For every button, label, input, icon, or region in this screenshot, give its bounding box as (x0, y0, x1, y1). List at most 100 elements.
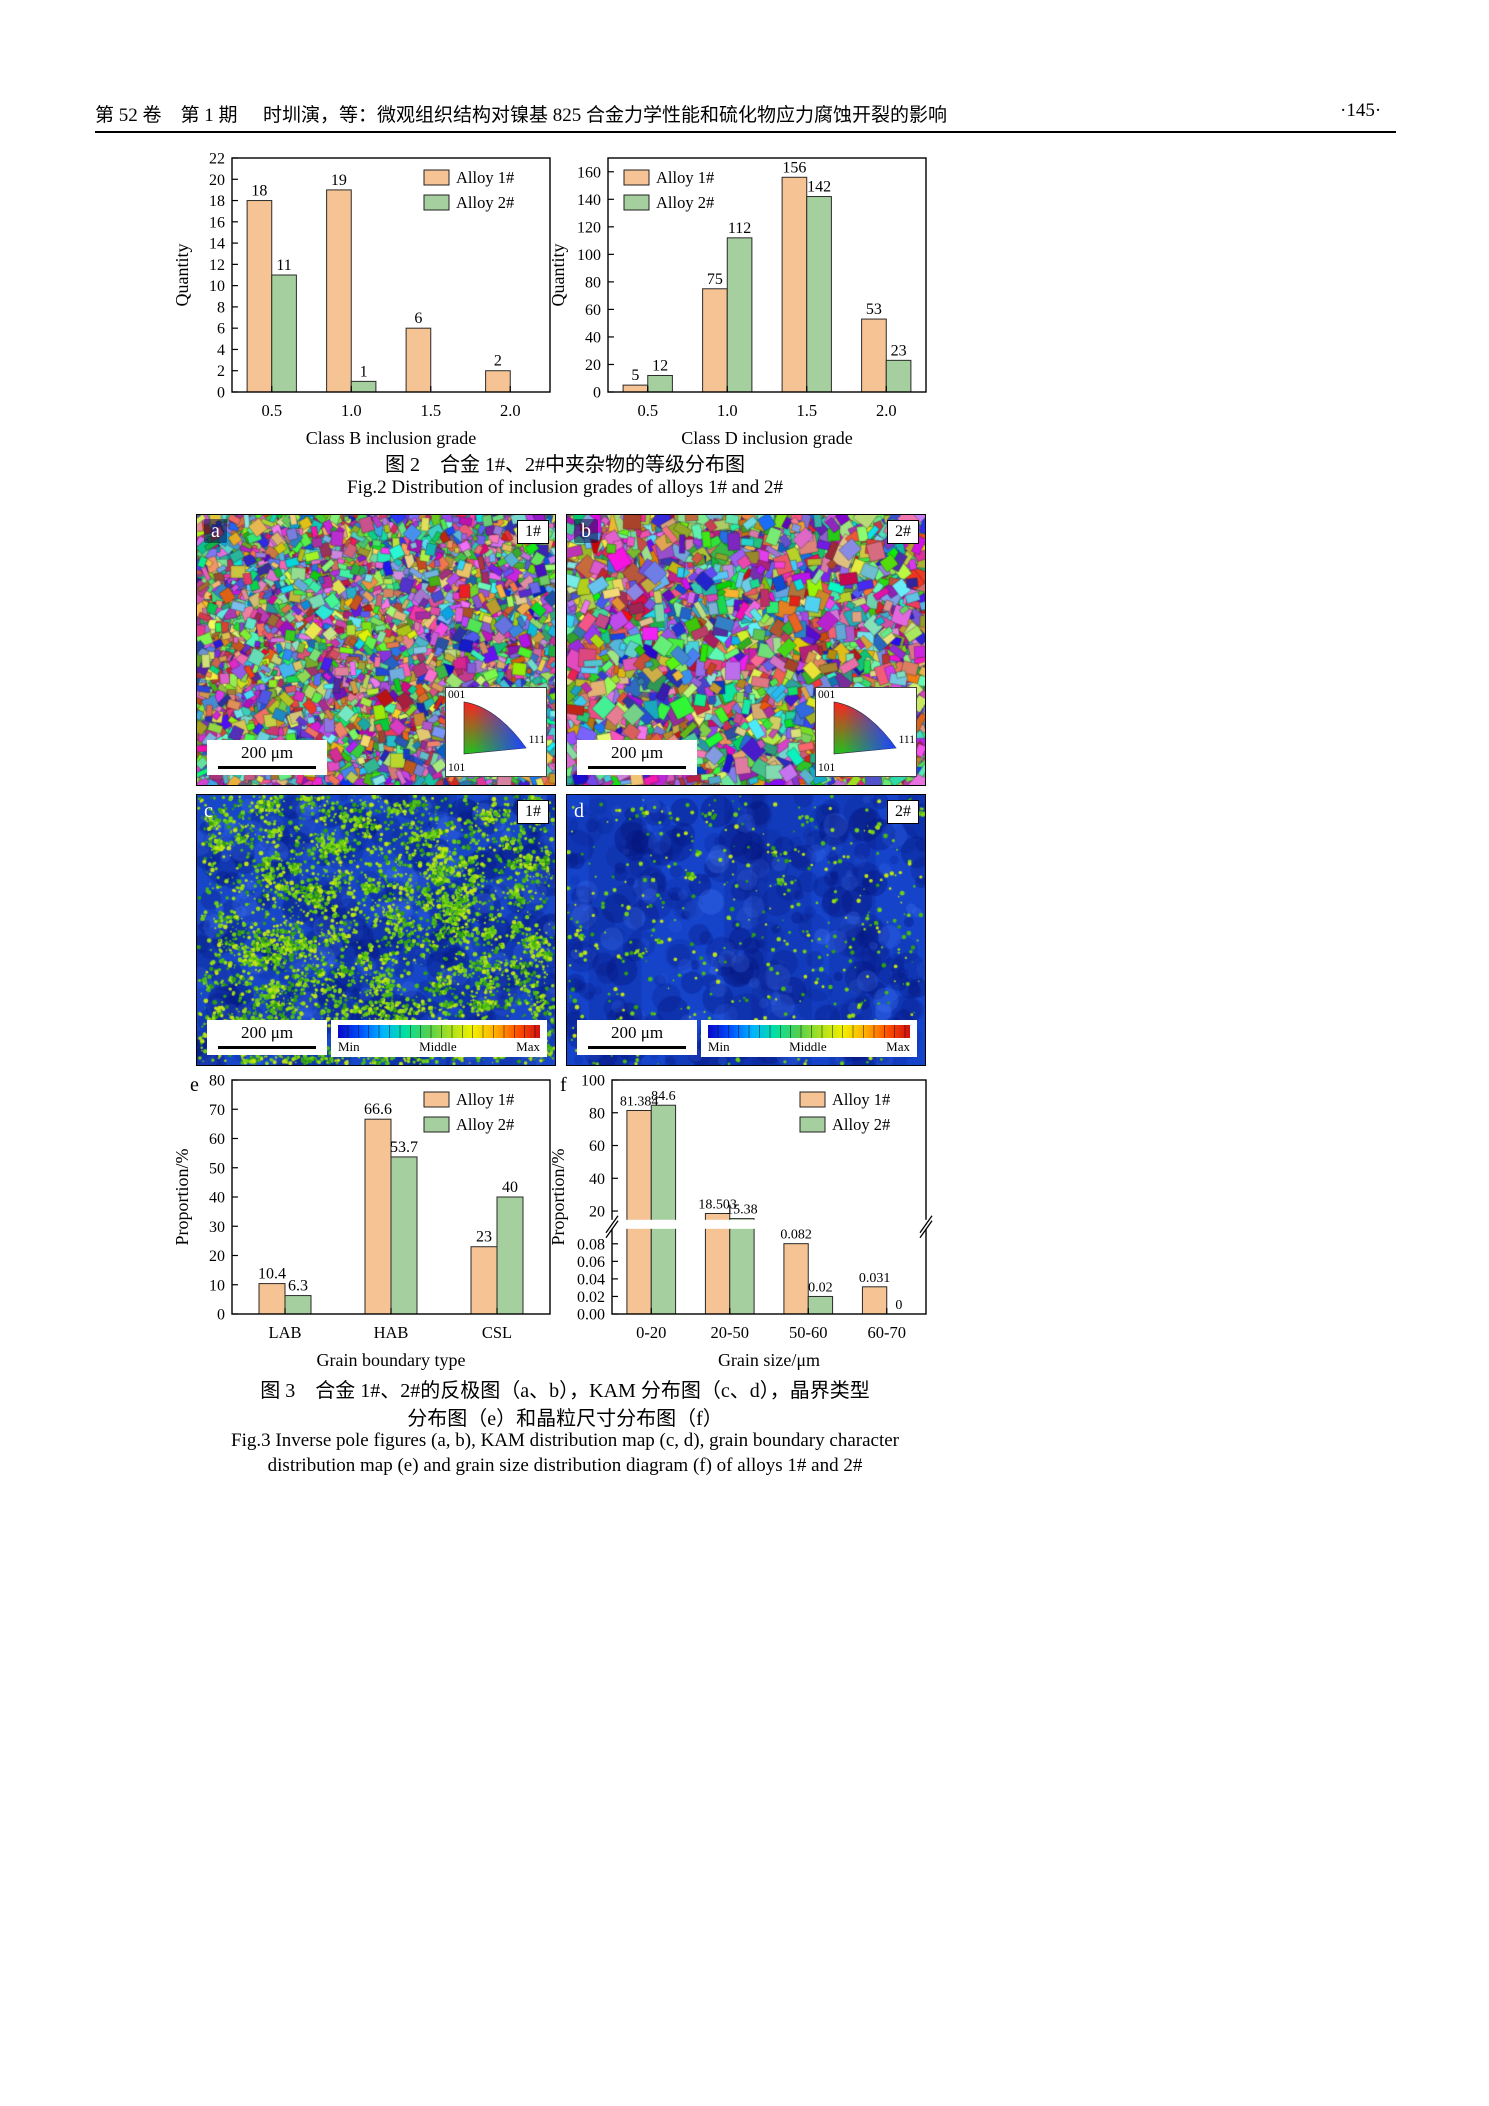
colorbar-gradient-d (708, 1025, 910, 1038)
ipf-color-key-b: 001 101 111 (815, 687, 917, 777)
svg-text:6: 6 (217, 321, 225, 338)
svg-text:140: 140 (577, 192, 601, 209)
panel-letter-a: a (204, 519, 227, 543)
svg-text:0: 0 (895, 1298, 902, 1313)
colorbar-max-d: Max (886, 1039, 910, 1054)
svg-text:Alloy 1#: Alloy 1# (456, 168, 514, 187)
svg-text:15.38: 15.38 (726, 1203, 758, 1218)
svg-text:0.02: 0.02 (577, 1289, 605, 1306)
chart-grain-size-distribution: 0.00 0.02 0.04 0.06 0.08 20 40 60 80 100 0-20 20-50… (548, 1070, 940, 1376)
svg-text:1: 1 (360, 363, 368, 380)
scale-label-a: 200 μm (240, 743, 294, 762)
svg-text:0: 0 (217, 1307, 225, 1324)
svg-text:0-20: 0-20 (636, 1323, 666, 1342)
svg-text:20: 20 (589, 1204, 605, 1221)
ipf-label-001-a: 001 (448, 689, 466, 701)
svg-text:HAB: HAB (374, 1323, 409, 1342)
kam-colorbar-d: Min Middle Max (701, 1020, 917, 1057)
svg-text:2: 2 (217, 363, 225, 380)
header-page-number: ·145· (1340, 100, 1382, 121)
svg-text:20: 20 (209, 172, 225, 189)
svg-text:22: 22 (209, 151, 225, 168)
svg-text:142: 142 (807, 179, 831, 196)
panel-c-kam-map: c 1# 200 μm Min Middle Max (196, 794, 556, 1066)
svg-text:10: 10 (209, 278, 225, 295)
svg-text:Alloy 2#: Alloy 2# (832, 1115, 890, 1134)
svg-text:20-50: 20-50 (711, 1323, 750, 1342)
fig3-caption-en-2: distribution map (e) and grain size dist… (267, 1455, 863, 1476)
colorbar-min-d: Min (708, 1039, 730, 1054)
svg-text:LAB: LAB (269, 1323, 302, 1342)
fig2-caption-zh: 图 2 合金 1#、2#中夹杂物的等级分布图 (385, 454, 745, 476)
colorbar-mid-c: Middle (419, 1039, 457, 1054)
fig2_classD-svg: 0 20 40 60 80 100 120 140 160 0.5 1.0 1.5 2.0 5 75 156 5… (548, 157, 927, 448)
scale-line-a (218, 766, 316, 769)
fig3_gbtype-svg: 0 10 20 30 40 50 60 70 80 LAB HAB CSL 10.4 66.6 23 6.3 5… (172, 1073, 551, 1370)
panel-a-ipf-map: a 1# 200 μm 001 101 111 (196, 514, 556, 786)
ipf-color-key-a: 001 101 111 (445, 687, 547, 777)
svg-text:Alloy 1#: Alloy 1# (456, 1090, 514, 1109)
svg-text:20: 20 (585, 357, 601, 374)
panel-letter-c: c (204, 800, 213, 822)
svg-text:23: 23 (891, 342, 907, 359)
fig2-caption-en: Fig.2 Distribution of inclusion grades o… (347, 477, 783, 498)
fig3-caption-zh-1: 图 3 合金 1#、2#的反极图（a、b），KAM 分布图（c、d），晶界类型 (260, 1380, 870, 1402)
svg-text:2: 2 (494, 353, 502, 370)
svg-text:Grain boundary type: Grain boundary type (317, 1350, 466, 1370)
svg-text:0.06: 0.06 (577, 1254, 605, 1271)
svg-text:75: 75 (707, 271, 723, 288)
svg-text:80: 80 (589, 1105, 605, 1122)
svg-text:60-70: 60-70 (868, 1323, 907, 1342)
scale-line-c (218, 1046, 316, 1049)
svg-text:50-60: 50-60 (789, 1323, 828, 1342)
colorbar-ticks-d (708, 1025, 910, 1038)
svg-text:40: 40 (502, 1179, 518, 1196)
svg-text:80: 80 (585, 274, 601, 291)
svg-text:Alloy 2#: Alloy 2# (456, 193, 514, 212)
svg-text:Alloy 1#: Alloy 1# (832, 1090, 890, 1109)
colorbar-ticks-c (338, 1025, 540, 1038)
svg-text:10.4: 10.4 (258, 1266, 286, 1283)
svg-text:1.0: 1.0 (341, 401, 362, 420)
alloy-tag-b: 2# (887, 520, 919, 544)
svg-text:Alloy 2#: Alloy 2# (456, 1115, 514, 1134)
svg-text:160: 160 (577, 164, 601, 181)
svg-text:66.6: 66.6 (364, 1101, 392, 1118)
svg-text:Quantity: Quantity (172, 244, 192, 307)
panel-d-kam-map: d 2# 200 μm Min Middle Max (566, 794, 926, 1066)
panel-letter-d: d (574, 800, 584, 822)
chart-class-b-inclusion: 0 2 4 6 8 10 12 14 16 18 20 22 0.5 1.0 1.5 2.0 18 19 6 2 11 1… (172, 148, 564, 454)
svg-text:0.04: 0.04 (577, 1271, 605, 1288)
scale-bar-a: 200 μm (207, 740, 327, 775)
svg-text:6: 6 (414, 310, 422, 327)
svg-text:16: 16 (209, 214, 225, 231)
panel-letter-e: e (190, 1074, 199, 1096)
ipf-label-101-a: 101 (448, 762, 466, 774)
fig3-caption-zh-2: 分布图（e）和晶粒尺寸分布图（f） (407, 1408, 723, 1430)
panel-letter-b: b (574, 519, 598, 543)
svg-text:0: 0 (217, 385, 225, 402)
svg-text:2.0: 2.0 (500, 401, 521, 420)
svg-text:Class B inclusion grade: Class B inclusion grade (306, 428, 476, 448)
svg-text:12: 12 (652, 357, 668, 374)
svg-text:12: 12 (209, 257, 225, 274)
svg-text:81.384: 81.384 (620, 1094, 659, 1109)
svg-text:5: 5 (631, 367, 639, 384)
chart-grain-boundary-type: 0 10 20 30 40 50 60 70 80 LAB HAB CSL 10.4 66.6 23 6.3 5… (172, 1070, 564, 1376)
svg-text:40: 40 (589, 1171, 605, 1188)
svg-text:Quantity: Quantity (548, 244, 568, 307)
svg-text:0.5: 0.5 (637, 401, 658, 420)
svg-text:2.0: 2.0 (876, 401, 897, 420)
svg-text:80: 80 (209, 1073, 225, 1090)
svg-text:Alloy 1#: Alloy 1# (656, 168, 714, 187)
svg-text:18: 18 (209, 193, 225, 210)
svg-text:40: 40 (585, 329, 601, 346)
svg-text:Proportion/%: Proportion/% (548, 1148, 568, 1245)
svg-text:0.082: 0.082 (780, 1228, 812, 1243)
svg-text:18: 18 (251, 183, 267, 200)
svg-text:70: 70 (209, 1102, 225, 1119)
svg-text:50: 50 (209, 1160, 225, 1177)
chart-class-d-inclusion: 0 20 40 60 80 100 120 140 160 0.5 1.0 1.5 2.0 5 75 156 5… (548, 148, 940, 454)
svg-text:0.031: 0.031 (859, 1271, 891, 1286)
alloy-tag-d: 2# (887, 800, 919, 824)
